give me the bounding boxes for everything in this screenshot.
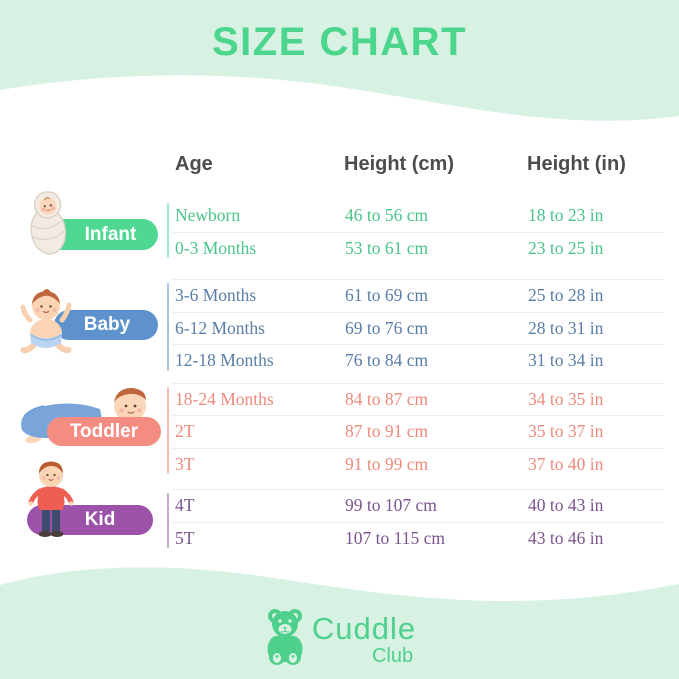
sitting-baby-icon (20, 289, 72, 354)
standing-kid-icon (28, 461, 74, 537)
brand-footer: Cuddle Club (0, 607, 679, 669)
height-in-cell: 28 to 31 in (528, 317, 604, 338)
brand-name: Cuddle Club (312, 612, 416, 667)
height-cm-cell: 46 to 56 cm (345, 204, 429, 225)
height-cm-cell: 107 to 115 cm (345, 527, 445, 548)
table-row: 6-12 Months 69 to 76 cm 28 to 31 in (172, 311, 664, 345)
age-cell: 6-12 Months (175, 317, 265, 338)
page-title: SIZE CHART (212, 20, 467, 64)
height-in-cell: 37 to 40 in (528, 453, 604, 474)
height-cm-cell: 84 to 87 cm (345, 388, 429, 409)
height-in-cell: 25 to 28 in (528, 285, 604, 306)
table-row: Newborn 46 to 56 cm 18 to 23 in (172, 199, 664, 232)
age-cell: 5T (175, 527, 195, 548)
height-cm-cell: 61 to 69 cm (345, 285, 429, 306)
size-table: Newborn 46 to 56 cm 18 to 23 in 0-3 Mont… (167, 199, 664, 555)
age-cell: 2T (175, 421, 195, 442)
size-group-infant: Newborn 46 to 56 cm 18 to 23 in 0-3 Mont… (167, 199, 664, 265)
size-group-baby: 3-6 Months 61 to 69 cm 25 to 28 in 6-12 … (167, 279, 664, 377)
height-in-cell: 31 to 34 in (528, 350, 604, 371)
swaddled-baby-icon (30, 191, 67, 255)
brand-name-primary: Cuddle (311, 611, 417, 646)
height-cm-cell: 99 to 107 cm (345, 495, 437, 516)
height-in-cell: 40 to 43 in (528, 495, 604, 516)
brand-name-secondary: Club (371, 645, 414, 667)
age-cell: 12-18 Months (175, 350, 274, 371)
table-row: 3-6 Months 61 to 69 cm 25 to 28 in (172, 279, 664, 312)
group-badge-label: Toddler (69, 420, 139, 442)
age-cell: 3T (175, 453, 195, 474)
age-cell: 4T (175, 495, 195, 516)
table-row: 0-3 Months 53 to 61 cm 23 to 25 in (172, 231, 664, 265)
height-in-cell: 34 to 35 in (528, 388, 604, 409)
height-cm-cell: 91 to 99 cm (345, 453, 429, 474)
table-row: 18-24 Months 84 to 87 cm 34 to 35 in (172, 382, 664, 416)
size-group-kid: 4T 99 to 107 cm 40 to 43 in 5T 107 to 11… (167, 489, 664, 555)
group-badge-baby: Baby (54, 310, 158, 340)
age-cell: 0-3 Months (175, 237, 257, 258)
height-in-cell: 23 to 25 in (528, 237, 604, 258)
group-badge-toddler: Toddler (47, 417, 161, 446)
height-in-cell: 18 to 23 in (528, 204, 604, 225)
height-in-cell: 43 to 46 in (528, 527, 604, 548)
table-row: 5T 107 to 115 cm 43 to 46 in (172, 521, 664, 555)
table-row: 12-18 Months 76 to 84 cm 31 to 34 in (172, 344, 664, 377)
column-header-height-in: Height (in) (527, 153, 626, 175)
column-header-age: Age (175, 153, 213, 175)
age-cell: Newborn (175, 204, 241, 225)
size-group-toddler: 18-24 Months 84 to 87 cm 34 to 35 in 2T … (167, 382, 664, 481)
height-cm-cell: 76 to 84 cm (345, 350, 429, 371)
bottom-wave-decoration (0, 567, 679, 679)
group-badge-label: Kid (84, 509, 116, 530)
group-badge-label: Infant (84, 223, 137, 245)
age-cell: 3-6 Months (175, 285, 257, 306)
column-header-height-cm: Height (cm) (344, 153, 454, 175)
age-cell: 18-24 Months (175, 388, 274, 409)
height-in-cell: 35 to 37 in (528, 421, 604, 442)
top-wave-decoration (0, 0, 679, 121)
table-row: 2T 87 to 91 cm 35 to 37 in (172, 415, 664, 448)
table-row: 4T 99 to 107 cm 40 to 43 in (172, 489, 664, 522)
teddy-bear-icon (267, 609, 303, 665)
table-row: 3T 91 to 99 cm 37 to 40 in (172, 447, 664, 481)
height-cm-cell: 69 to 76 cm (345, 317, 429, 338)
height-cm-cell: 87 to 91 cm (345, 421, 429, 442)
group-badge-label: Baby (83, 314, 131, 335)
height-cm-cell: 53 to 61 cm (345, 237, 429, 258)
